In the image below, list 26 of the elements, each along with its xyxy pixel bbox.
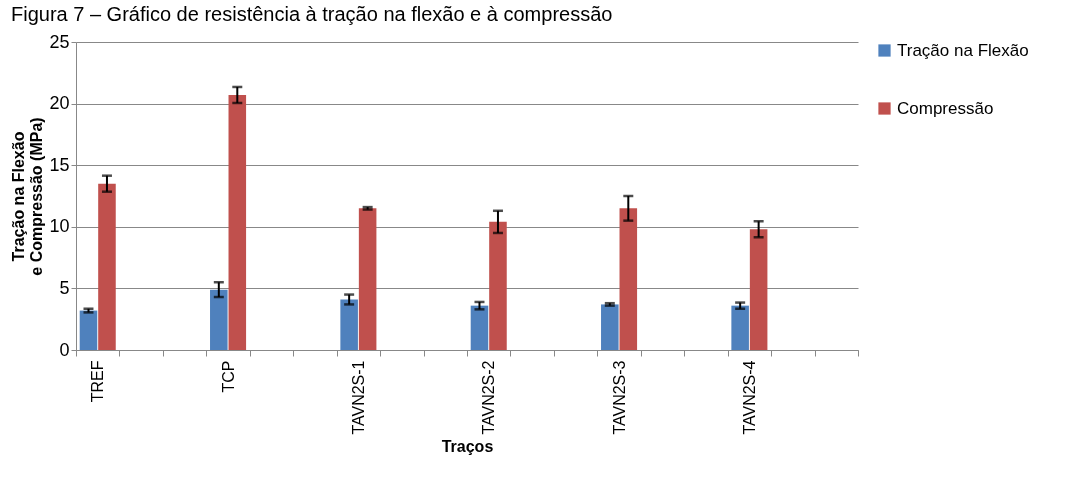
y-tick-label: 15 [49,154,70,175]
y-tick-label: 5 [59,277,70,298]
chart-title: Figura 7 – Gráfico de resistência à tração na flexão e à compressão [10,3,613,25]
y-tick-label: 20 [49,93,70,114]
x-tick-label: TCP [219,360,237,393]
y-tick-label: 10 [49,216,70,237]
bar [619,208,638,350]
bar [98,183,116,350]
x-tick-label: TAVN2S-2 [480,360,498,435]
bar [340,299,358,350]
bar [358,208,377,350]
bar [601,304,619,350]
legend-label: Tração na Flexão [897,40,1029,60]
x-tick-label: TAVN2S-3 [610,360,628,435]
x-axis-title: Traços [441,437,494,455]
bar [749,229,768,350]
bar [210,289,228,350]
x-tick-label: TAVN2S-4 [740,360,758,435]
y-axis-title: Tração na Flexão e Compressão (MPa) [10,117,46,276]
bar [489,221,507,350]
bar [228,94,247,350]
x-tick-label: TAVN2S-1 [349,360,367,435]
y-tick-label: 0 [59,339,70,360]
y-tick-label: 25 [49,31,70,52]
x-tick-label: TREF [89,360,107,403]
legend-label: Compressão [897,98,994,118]
